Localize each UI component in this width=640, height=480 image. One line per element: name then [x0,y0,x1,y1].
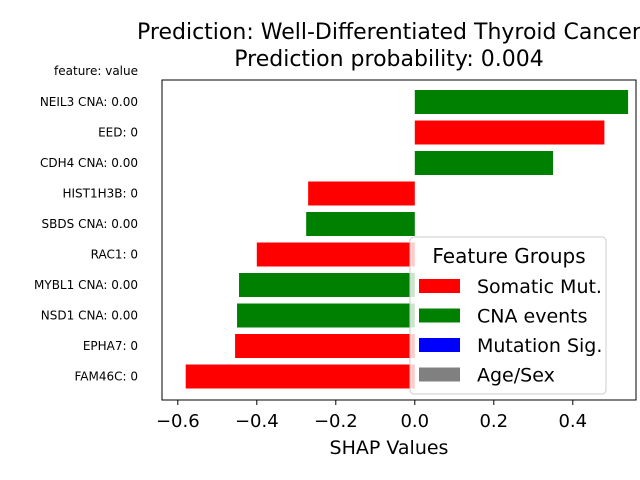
y-tick-label: FAM46C: 0 [74,370,138,384]
x-tick-label: −0.6 [156,411,200,432]
y-tick-label: NSD1 CNA: 0.00 [41,309,138,323]
x-axis-ticks: −0.6 −0.4 −0.2 0.0 0.2 0.4 [156,400,587,432]
y-tick-label: MYBL1 CNA: 0.00 [34,278,138,292]
y-tick-label: CDH4 CNA: 0.00 [40,156,138,170]
bar-0 [414,90,629,114]
legend-label: CNA events [477,306,588,328]
bar-7 [237,303,415,328]
bar-1 [414,120,605,145]
x-tick-label: −0.2 [314,411,358,432]
bar-6 [239,273,415,297]
bar-5 [256,242,415,267]
x-tick-label: 0.4 [558,411,587,432]
legend-swatch [419,308,460,323]
legend-swatch [419,367,460,382]
legend-label: Age/Sex [477,365,555,387]
x-axis-label: SHAP Values [330,437,449,459]
legend: Feature Groups Somatic Mut. CNA events Mut… [409,236,607,395]
bar-9 [185,364,415,389]
chart-subtitle: Prediction probability: 0.004 [234,47,543,72]
legend-label: Mutation Sig. [477,335,602,357]
legend-swatch [419,279,460,293]
y-tick-label: SBDS CNA: 0.00 [42,217,138,231]
plot-frame [161,79,637,401]
x-tick-label: 0.2 [479,411,508,432]
bars-group [185,90,629,389]
legend-entries: Somatic Mut. CNA events Mutation Sig. Age/S… [419,276,602,387]
chart-title: Prediction: Well-Differentiated Thyroid … [137,20,640,45]
legend-swatch [419,338,460,352]
bar-4 [306,212,415,236]
y-tick-label: EED: 0 [98,126,138,140]
y-header-label: feature: value [54,64,138,78]
y-tick-label: HIST1H3B: 0 [62,187,138,201]
x-tick-label: 0.0 [400,411,429,432]
legend-box [409,236,607,395]
y-tick-labels: NEIL3 CNA: 0.00 EED: 0 CDH4 CNA: 0.00 HIST1… [34,95,138,384]
y-tick-label: RAC1: 0 [91,248,138,262]
y-tick-label: EPHA7: 0 [83,339,138,353]
legend-label: Somatic Mut. [477,276,602,298]
bar-2 [414,151,554,175]
y-tick-label: NEIL3 CNA: 0.00 [40,95,138,109]
bar-8 [235,334,415,358]
x-tick-label: −0.4 [235,411,279,432]
legend-title: Feature Groups [432,244,585,268]
bar-3 [308,181,415,206]
